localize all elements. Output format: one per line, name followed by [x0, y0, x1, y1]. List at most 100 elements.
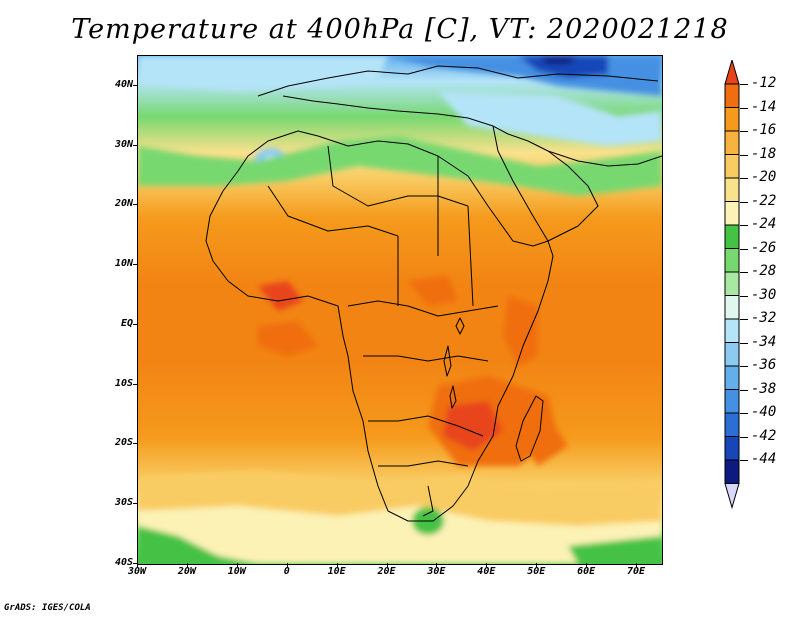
- colorbar-swatch: [724, 154, 740, 179]
- colorbar-tick: [740, 342, 748, 344]
- lat-tick-mark: [133, 204, 137, 206]
- temperature-anomaly-patches: [138, 56, 662, 564]
- lat-tick-label: 20N: [114, 198, 133, 210]
- colorbar-level-label: -24: [751, 216, 777, 232]
- lon-tick-label: 10W: [227, 566, 246, 577]
- colorbar-level-label: -20: [751, 169, 777, 185]
- colorbar-tick: [740, 178, 748, 179]
- colorbar-level-label: -14: [751, 98, 777, 115]
- colorbar-level-label: -40: [751, 404, 777, 420]
- colorbar-swatch: [724, 248, 740, 273]
- lon-tick-mark: [336, 563, 338, 567]
- temperature-field: [138, 56, 662, 564]
- lon-tick-label: 70E: [627, 566, 646, 577]
- lat-tick-mark: [133, 264, 137, 266]
- colorbar-level-label: -42: [751, 427, 777, 444]
- lon-tick-mark: [436, 563, 438, 567]
- colorbar-level-label: -36: [751, 357, 777, 373]
- colorbar-tick: [740, 225, 748, 226]
- lat-tick-mark: [133, 383, 137, 385]
- colorbar-tick: [740, 84, 748, 85]
- lon-tick-label: 0: [283, 566, 290, 577]
- lon-tick-mark: [536, 563, 538, 567]
- colorbar-swatch: [724, 295, 740, 320]
- chart-title: Temperature at 400hPa [C], VT: 202002121…: [71, 14, 729, 45]
- colorbar-tick: [740, 366, 748, 367]
- colorbar-swatch: [724, 365, 740, 390]
- lon-tick-label: 10E: [327, 566, 346, 577]
- lon-tick-mark: [236, 563, 238, 567]
- lon-tick-label: 30W: [127, 566, 147, 577]
- lat-tick-label: 20S: [114, 437, 133, 449]
- colorbar-level-label: -38: [751, 380, 777, 397]
- colorbar-tick: [740, 131, 748, 132]
- lat-tick-mark: [133, 84, 137, 86]
- colorbar-tick: [740, 154, 748, 156]
- colorbar-level-label: -28: [751, 263, 777, 279]
- colorbar-swatch: [724, 201, 740, 226]
- colorbar-swatch: [724, 342, 740, 367]
- lon-tick-mark: [186, 563, 188, 567]
- colorbar-max-triangle: [724, 60, 740, 85]
- map-plot-area[interactable]: [137, 55, 663, 565]
- colorbar-level-label: -22: [751, 192, 777, 209]
- colorbar-swatch: [724, 83, 740, 108]
- colorbar-swatch: [724, 271, 740, 296]
- colorbar-swatch: [724, 412, 740, 437]
- lat-tick-mark: [133, 503, 137, 505]
- colorbar-tick: [740, 201, 748, 203]
- colorbar-swatch: [724, 107, 740, 132]
- lat-tick-mark: [133, 323, 137, 325]
- lon-tick-label: 40E: [477, 566, 496, 577]
- colorbar-tick: [740, 460, 748, 461]
- lon-tick-mark: [286, 563, 288, 567]
- colorbar-swatch: [724, 177, 740, 202]
- lon-tick-label: 60E: [577, 566, 596, 577]
- coastlines: [205, 65, 662, 522]
- colorbar-swatch: [724, 318, 740, 343]
- colorbar-scale: [724, 60, 740, 510]
- colorbar-tick: [740, 389, 748, 391]
- lat-tick-mark: [133, 443, 137, 445]
- lat-tick-label: 30S: [114, 497, 133, 509]
- colorbar-tick: [740, 295, 748, 297]
- lon-tick-label: 20E: [377, 566, 396, 577]
- lon-tick-mark: [586, 563, 588, 567]
- lat-tick-label: EQ: [120, 317, 133, 329]
- lon-tick-label: 50E: [527, 566, 546, 577]
- lat-tick-label: 10S: [114, 377, 133, 389]
- colorbar-swatch: [724, 224, 740, 249]
- colorbar-level-label: -26: [751, 239, 777, 256]
- lon-tick-mark: [486, 563, 488, 567]
- colorbar-level-label: -18: [751, 145, 777, 162]
- lon-tick-label: 30E: [427, 566, 446, 577]
- lat-tick-mark: [133, 563, 137, 564]
- lat-tick-label: 40S: [114, 557, 133, 568]
- footer-credit: GrADS: IGES/COLA: [4, 603, 91, 613]
- lat-tick-label: 40N: [114, 78, 133, 90]
- colorbar-swatch: [724, 130, 740, 155]
- colorbar-swatch: [724, 389, 740, 414]
- lon-tick-mark: [386, 563, 388, 567]
- lon-tick-mark: [636, 563, 638, 567]
- lat-tick-label: 10N: [114, 258, 133, 270]
- colorbar-tick: [740, 272, 748, 273]
- colorbar-level-label: -12: [751, 75, 777, 91]
- colorbar-tick: [740, 413, 748, 414]
- colorbar-tick: [740, 319, 748, 320]
- colorbar-level-label: -32: [751, 310, 777, 326]
- colorbar-level-label: -34: [751, 333, 777, 350]
- colorbar-level-label: -44: [751, 451, 777, 467]
- colorbar-swatch: [724, 459, 740, 484]
- colorbar-tick: [740, 107, 748, 109]
- colorbar-tick: [740, 248, 748, 250]
- colorbar-min-triangle: [724, 483, 740, 510]
- colorbar-swatch: [724, 436, 740, 461]
- lat-tick-label: 30N: [114, 138, 133, 150]
- colorbar-level-label: -16: [751, 122, 777, 138]
- lon-tick-mark: [137, 563, 138, 567]
- colorbar-tick: [740, 436, 748, 438]
- lat-tick-mark: [133, 144, 137, 146]
- colorbar-level-label: -30: [751, 286, 777, 303]
- lon-tick-label: 20W: [177, 566, 196, 577]
